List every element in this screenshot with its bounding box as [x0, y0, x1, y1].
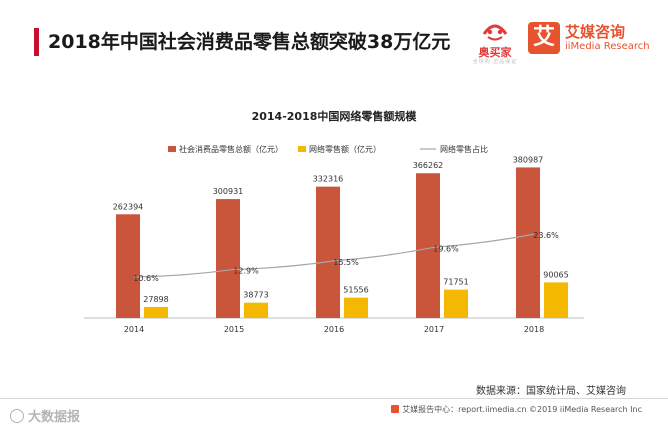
fenmaijia-logo: 奥买家 全球购 正品保证	[470, 20, 520, 66]
chart-plot-area: 262394 27898 2014 300931 38773 2015 332316 5155…	[84, 155, 584, 334]
chart-legend: 社会消费品零售总额（亿元） 网络零售额（亿元） 网络零售占比	[168, 144, 488, 154]
x-tick-2018: 2018	[524, 325, 544, 334]
label-online-retail-2016: 51556	[343, 286, 368, 295]
title-accent-bar	[34, 28, 39, 56]
iimedia-logo-name: 艾媒咨询	[565, 23, 626, 41]
legend-swatch-1	[298, 146, 306, 152]
label-online-share-2014: 10.6%	[133, 274, 159, 283]
x-tick-2016: 2016	[324, 325, 344, 334]
fenmaijia-logo-icon	[482, 24, 508, 41]
bar-total-retail-2015	[216, 199, 240, 318]
label-total-retail-2018: 380987	[513, 155, 544, 164]
retail-chart: 2014-2018中国网络零售额规模 社会消费品零售总额（亿元） 网络零售额（亿元…	[84, 109, 584, 334]
footer: 大数据报 艾媒报告中心：report.iimedia.cn ©2019 iiMe…	[0, 401, 668, 433]
watermark-icon	[10, 409, 24, 423]
page-title: 2018年中国社会消费品零售总额突破38万亿元	[48, 31, 451, 53]
legend-label-0: 社会消费品零售总额（亿元）	[179, 144, 283, 154]
watermark-text: 大数据报	[28, 410, 81, 425]
label-online-share-2016: 15.5%	[333, 258, 359, 267]
fenmaijia-logo-subtext: 全球购 正品保证	[472, 59, 518, 65]
label-total-retail-2017: 366262	[413, 161, 444, 170]
legend-swatch-0	[168, 146, 176, 152]
bar-online-retail-2014	[144, 306, 168, 318]
header: 2018年中国社会消费品零售总额突破38万亿元 奥买家 全球购 正品保证 艾 艾…	[0, 0, 668, 72]
label-online-retail-2015: 38773	[243, 291, 268, 300]
label-online-retail-2018: 90065	[543, 270, 568, 279]
label-online-share-2018: 23.6%	[533, 231, 559, 240]
iimedia-logo: 艾 艾媒咨询 iiMedia Research	[528, 20, 650, 60]
bar-online-retail-2017	[444, 289, 468, 318]
line-online-share	[133, 233, 535, 278]
label-total-retail-2014: 262394	[113, 202, 144, 211]
footer-divider	[0, 398, 668, 399]
x-tick-2014: 2014	[124, 325, 144, 334]
bar-total-retail-2016	[316, 186, 340, 318]
footer-report-text: 艾媒报告中心：report.iimedia.cn ©2019 iiMedia R…	[402, 405, 642, 414]
label-online-retail-2017: 71751	[443, 278, 468, 287]
label-total-retail-2015: 300931	[213, 187, 244, 196]
data-source: 数据来源：国家统计局、艾媒咨询	[476, 386, 626, 397]
iimedia-small-icon	[391, 405, 400, 413]
chart-title: 2014-2018中国网络零售额规模	[252, 109, 418, 123]
footer-report-center: 艾媒报告中心：report.iimedia.cn ©2019 iiMedia R…	[391, 404, 642, 415]
bar-online-retail-2015	[244, 302, 268, 318]
bar-total-retail-2017	[416, 173, 440, 318]
bar-total-retail-2014	[116, 214, 140, 318]
bar-online-retail-2016	[344, 297, 368, 318]
label-online-share-2017: 19.6%	[433, 244, 459, 253]
label-online-share-2015: 12.9%	[233, 266, 259, 275]
label-total-retail-2016: 332316	[313, 175, 344, 184]
bar-total-retail-2018	[516, 167, 540, 318]
bar-online-retail-2018	[544, 282, 568, 318]
watermark: 大数据报	[10, 406, 80, 425]
x-tick-2017: 2017	[424, 325, 444, 334]
fenmaijia-logo-text: 奥买家	[478, 46, 512, 59]
legend-label-1: 网络零售额（亿元）	[309, 144, 381, 154]
label-online-retail-2014: 27898	[143, 295, 168, 304]
iimedia-logo-english: iiMedia Research	[565, 41, 650, 52]
iimedia-logo-icon: 艾	[528, 22, 560, 54]
x-tick-2015: 2015	[224, 325, 244, 334]
legend-label-2: 网络零售占比	[440, 144, 488, 154]
